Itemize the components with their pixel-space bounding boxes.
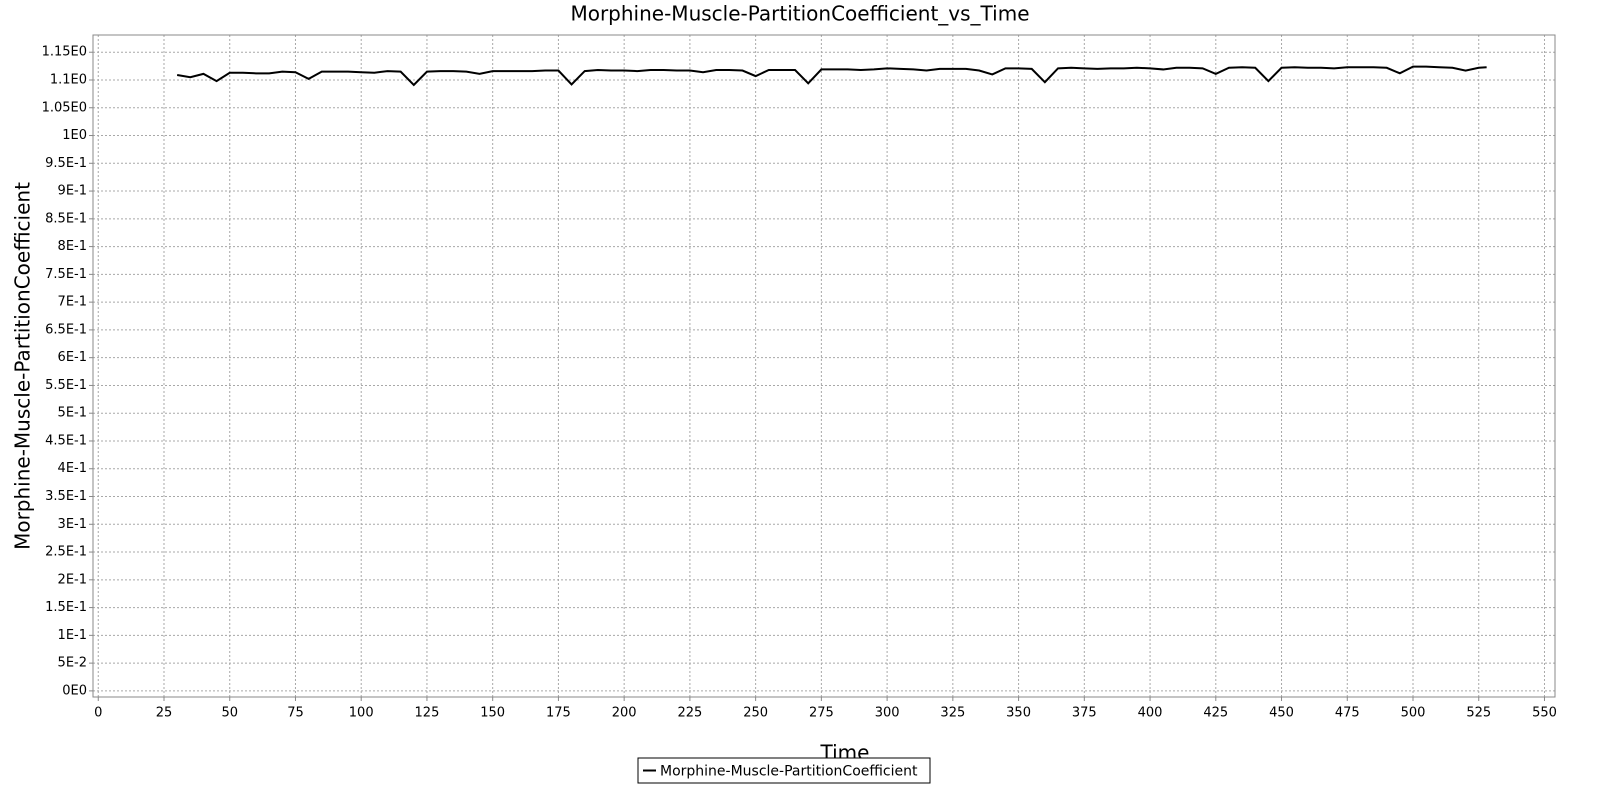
y-tick-label: 4.5E-1 (45, 433, 87, 448)
x-tick-label: 400 (1138, 706, 1163, 721)
x-tick-label: 150 (480, 706, 505, 721)
plot-border (92, 34, 1556, 698)
x-tick-label: 50 (221, 706, 238, 721)
y-tick-label: 1.1E0 (50, 72, 87, 87)
x-tick-label: 475 (1335, 706, 1360, 721)
x-tick-label: 325 (940, 706, 965, 721)
x-tick-label: 300 (875, 706, 900, 721)
y-tick-label: 2.5E-1 (45, 545, 87, 560)
y-tick-label: 2E-1 (58, 572, 87, 587)
x-tick-label: 375 (1072, 706, 1097, 721)
x-tick-label: 0 (94, 706, 102, 721)
y-tick-label: 1E-1 (58, 628, 87, 643)
y-tick-label: 6.5E-1 (45, 322, 87, 337)
y-tick-label: 1E0 (62, 128, 87, 143)
y-tick-label: 5E-1 (58, 406, 87, 421)
y-tick-label: 5.5E-1 (45, 378, 87, 393)
x-tick-label: 500 (1401, 706, 1426, 721)
x-tick-label: 250 (743, 706, 768, 721)
y-tick-label: 3.5E-1 (45, 489, 87, 504)
y-tick-label: 0E0 (62, 683, 87, 698)
x-tick-label: 450 (1269, 706, 1294, 721)
x-tick-label: 550 (1532, 706, 1557, 721)
y-axis-label: Morphine-Muscle-PartitionCoefficient (11, 182, 35, 550)
data-line (176, 65, 1487, 87)
y-tick-label: 6E-1 (58, 350, 87, 365)
chart-title: Morphine-Muscle-PartitionCoefficient_vs_… (570, 2, 1029, 26)
x-tick-label: 175 (546, 706, 571, 721)
y-tick-label: 4E-1 (58, 461, 87, 476)
legend: Morphine-Muscle-PartitionCoefficient (637, 757, 931, 784)
y-tick-label: 1.05E0 (42, 100, 87, 115)
y-tick-label: 9.5E-1 (45, 156, 87, 171)
x-tick-label: 75 (287, 706, 304, 721)
y-tick-label: 3E-1 (58, 517, 87, 532)
y-tick-label: 7.5E-1 (45, 267, 87, 282)
y-tick-label: 9E-1 (58, 184, 87, 199)
x-tick-label: 350 (1006, 706, 1031, 721)
x-tick-label: 200 (612, 706, 637, 721)
x-tick-label: 425 (1203, 706, 1228, 721)
legend-box (637, 757, 931, 784)
y-tick-label: 7E-1 (58, 295, 87, 310)
x-tick-label: 125 (415, 706, 440, 721)
x-tick-label: 25 (156, 706, 173, 721)
legend-label: Morphine-Muscle-PartitionCoefficient (660, 764, 918, 780)
x-tick-label: 275 (809, 706, 834, 721)
x-tick-label: 100 (349, 706, 374, 721)
y-tick-label: 1.5E-1 (45, 600, 87, 615)
y-tick-label: 5E-2 (58, 656, 87, 671)
y-tick-label: 8.5E-1 (45, 211, 87, 226)
x-tick-label: 525 (1466, 706, 1491, 721)
x-tick-label: 225 (677, 706, 702, 721)
y-tick-label: 8E-1 (58, 239, 87, 254)
y-tick-label: 1.15E0 (42, 45, 87, 60)
